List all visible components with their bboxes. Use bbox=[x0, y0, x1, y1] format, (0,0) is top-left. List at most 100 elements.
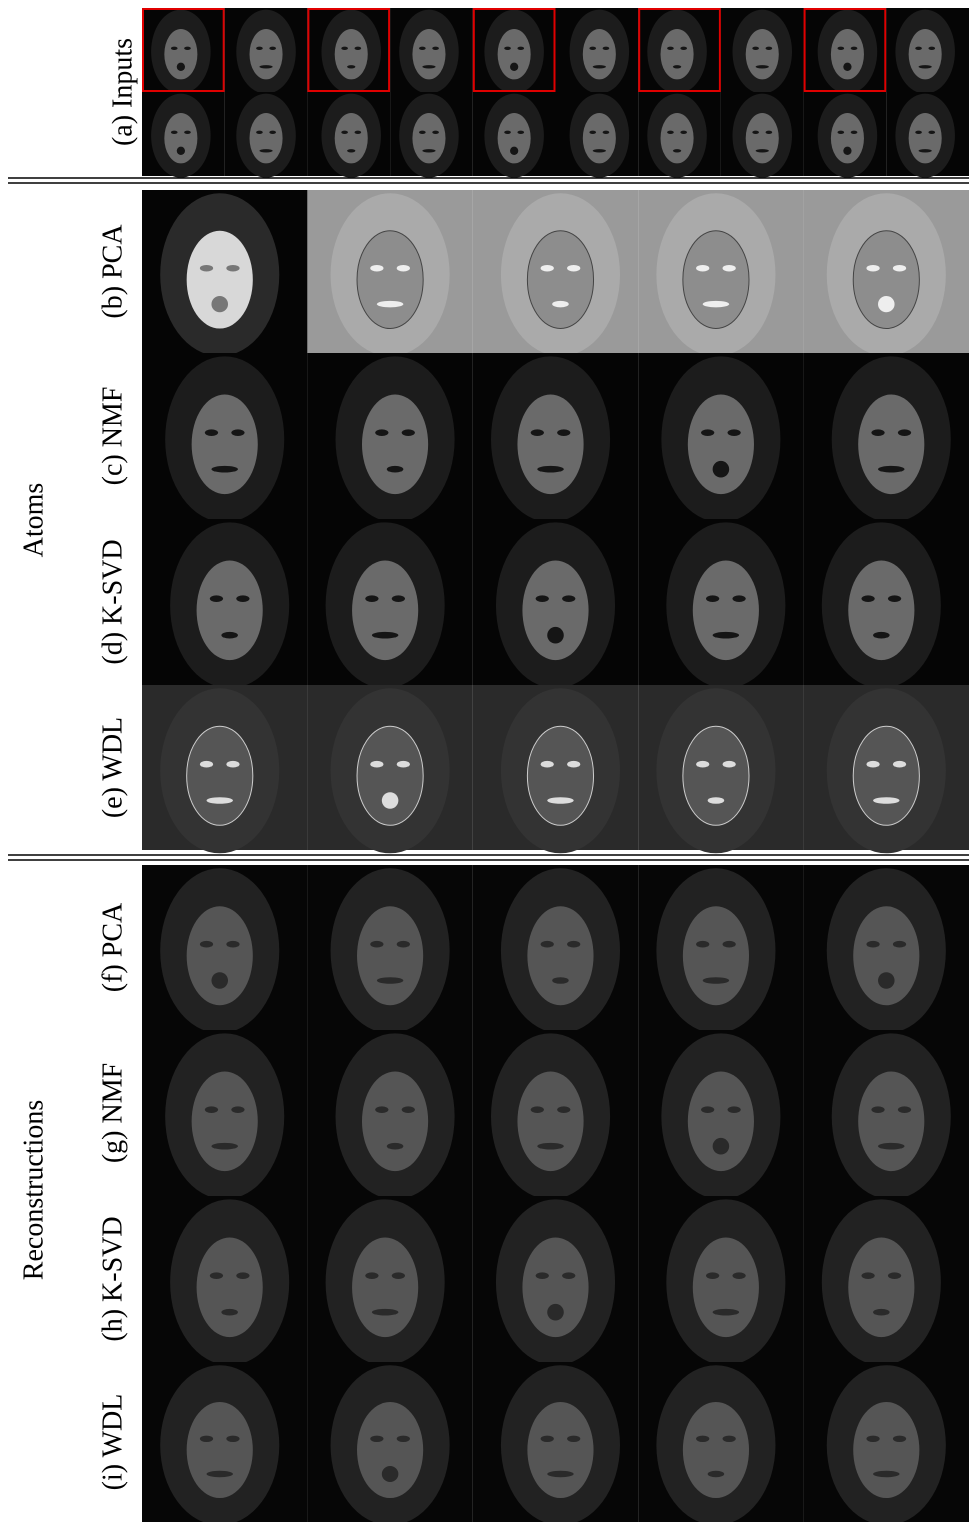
face bbox=[352, 1237, 419, 1338]
eye bbox=[892, 940, 907, 948]
eye bbox=[236, 1272, 250, 1280]
mouth bbox=[371, 1308, 399, 1316]
eye bbox=[557, 429, 571, 436]
eye bbox=[204, 1106, 219, 1114]
face-image bbox=[638, 92, 721, 178]
highlight-box bbox=[307, 8, 391, 92]
eye bbox=[204, 429, 219, 436]
face-image bbox=[142, 8, 225, 94]
mouth bbox=[176, 146, 186, 155]
face-image bbox=[638, 685, 804, 854]
face-image bbox=[638, 1196, 804, 1366]
eye bbox=[370, 940, 384, 948]
face bbox=[682, 1402, 750, 1498]
face-image bbox=[803, 865, 969, 1034]
row-label: (e) WDL bbox=[97, 717, 128, 818]
row-label: (d) K-SVD bbox=[97, 539, 128, 664]
face-image bbox=[803, 1362, 969, 1522]
eye bbox=[680, 130, 687, 135]
face-image bbox=[720, 92, 804, 178]
row-label: (f) PCA bbox=[97, 902, 128, 992]
eye bbox=[866, 1435, 880, 1443]
mouth bbox=[878, 1142, 905, 1150]
mouth bbox=[843, 146, 852, 155]
eye bbox=[701, 1106, 715, 1114]
face-image bbox=[638, 1362, 804, 1522]
face-image bbox=[142, 1030, 308, 1200]
group-label: Reconstructions bbox=[18, 1100, 49, 1280]
face bbox=[334, 113, 368, 164]
eye bbox=[231, 1106, 245, 1114]
face-image bbox=[638, 519, 804, 689]
eye bbox=[226, 264, 240, 272]
eye bbox=[199, 940, 214, 948]
mouth bbox=[221, 631, 238, 639]
face bbox=[660, 29, 694, 80]
eye bbox=[370, 1435, 384, 1443]
eye bbox=[396, 760, 410, 768]
mouth bbox=[755, 149, 769, 153]
face-image bbox=[472, 8, 556, 94]
row-label: (i) WDL bbox=[97, 1394, 128, 1491]
eye bbox=[861, 595, 875, 602]
eye bbox=[602, 46, 610, 50]
eye bbox=[540, 1435, 554, 1443]
eye bbox=[256, 46, 263, 50]
eye bbox=[184, 130, 191, 135]
eye bbox=[696, 940, 710, 948]
eye bbox=[504, 46, 511, 50]
face-image bbox=[803, 190, 969, 357]
mouth bbox=[707, 797, 725, 804]
face-image bbox=[555, 8, 639, 94]
mouth bbox=[552, 977, 569, 984]
face bbox=[908, 113, 942, 164]
eye bbox=[231, 429, 245, 436]
eye bbox=[375, 429, 389, 436]
face-image bbox=[307, 519, 473, 689]
face bbox=[497, 29, 531, 80]
highlight-box bbox=[803, 8, 887, 92]
face-image bbox=[638, 865, 804, 1034]
mouth bbox=[510, 146, 519, 155]
row-label: (h) K-SVD bbox=[97, 1216, 128, 1341]
eye bbox=[915, 46, 922, 50]
face bbox=[196, 560, 263, 661]
face bbox=[357, 906, 424, 1006]
face bbox=[660, 113, 694, 164]
eye bbox=[696, 760, 710, 768]
eye bbox=[535, 1272, 549, 1280]
face-image bbox=[472, 1362, 639, 1522]
face bbox=[582, 29, 616, 80]
mouth bbox=[592, 65, 606, 69]
mouth bbox=[918, 149, 932, 153]
mouth bbox=[347, 65, 356, 69]
face bbox=[682, 725, 750, 826]
face bbox=[522, 560, 589, 661]
mouth bbox=[211, 1142, 238, 1150]
mouth bbox=[381, 792, 399, 809]
mouth bbox=[547, 797, 574, 804]
face-image bbox=[472, 190, 639, 357]
face bbox=[334, 29, 368, 80]
eye bbox=[396, 264, 410, 272]
face-image bbox=[886, 92, 969, 178]
mouth bbox=[537, 465, 564, 473]
eye bbox=[396, 940, 410, 948]
mouth bbox=[878, 465, 905, 473]
face-image bbox=[803, 519, 969, 689]
eye bbox=[897, 429, 912, 436]
eye bbox=[727, 1106, 741, 1114]
eye bbox=[199, 1435, 214, 1443]
face-image bbox=[803, 8, 887, 94]
face-image bbox=[472, 353, 639, 523]
face-image bbox=[142, 685, 308, 854]
face bbox=[412, 29, 446, 80]
mouth bbox=[206, 1470, 233, 1478]
eye bbox=[765, 46, 773, 50]
face bbox=[687, 1071, 754, 1172]
eye bbox=[370, 760, 384, 768]
face-image bbox=[142, 519, 308, 689]
eye bbox=[199, 760, 214, 768]
eye bbox=[557, 1106, 571, 1114]
face bbox=[412, 113, 446, 164]
